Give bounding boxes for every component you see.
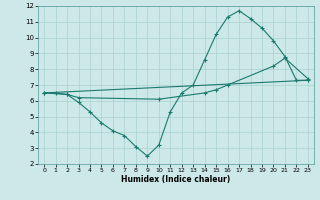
X-axis label: Humidex (Indice chaleur): Humidex (Indice chaleur) <box>121 175 231 184</box>
